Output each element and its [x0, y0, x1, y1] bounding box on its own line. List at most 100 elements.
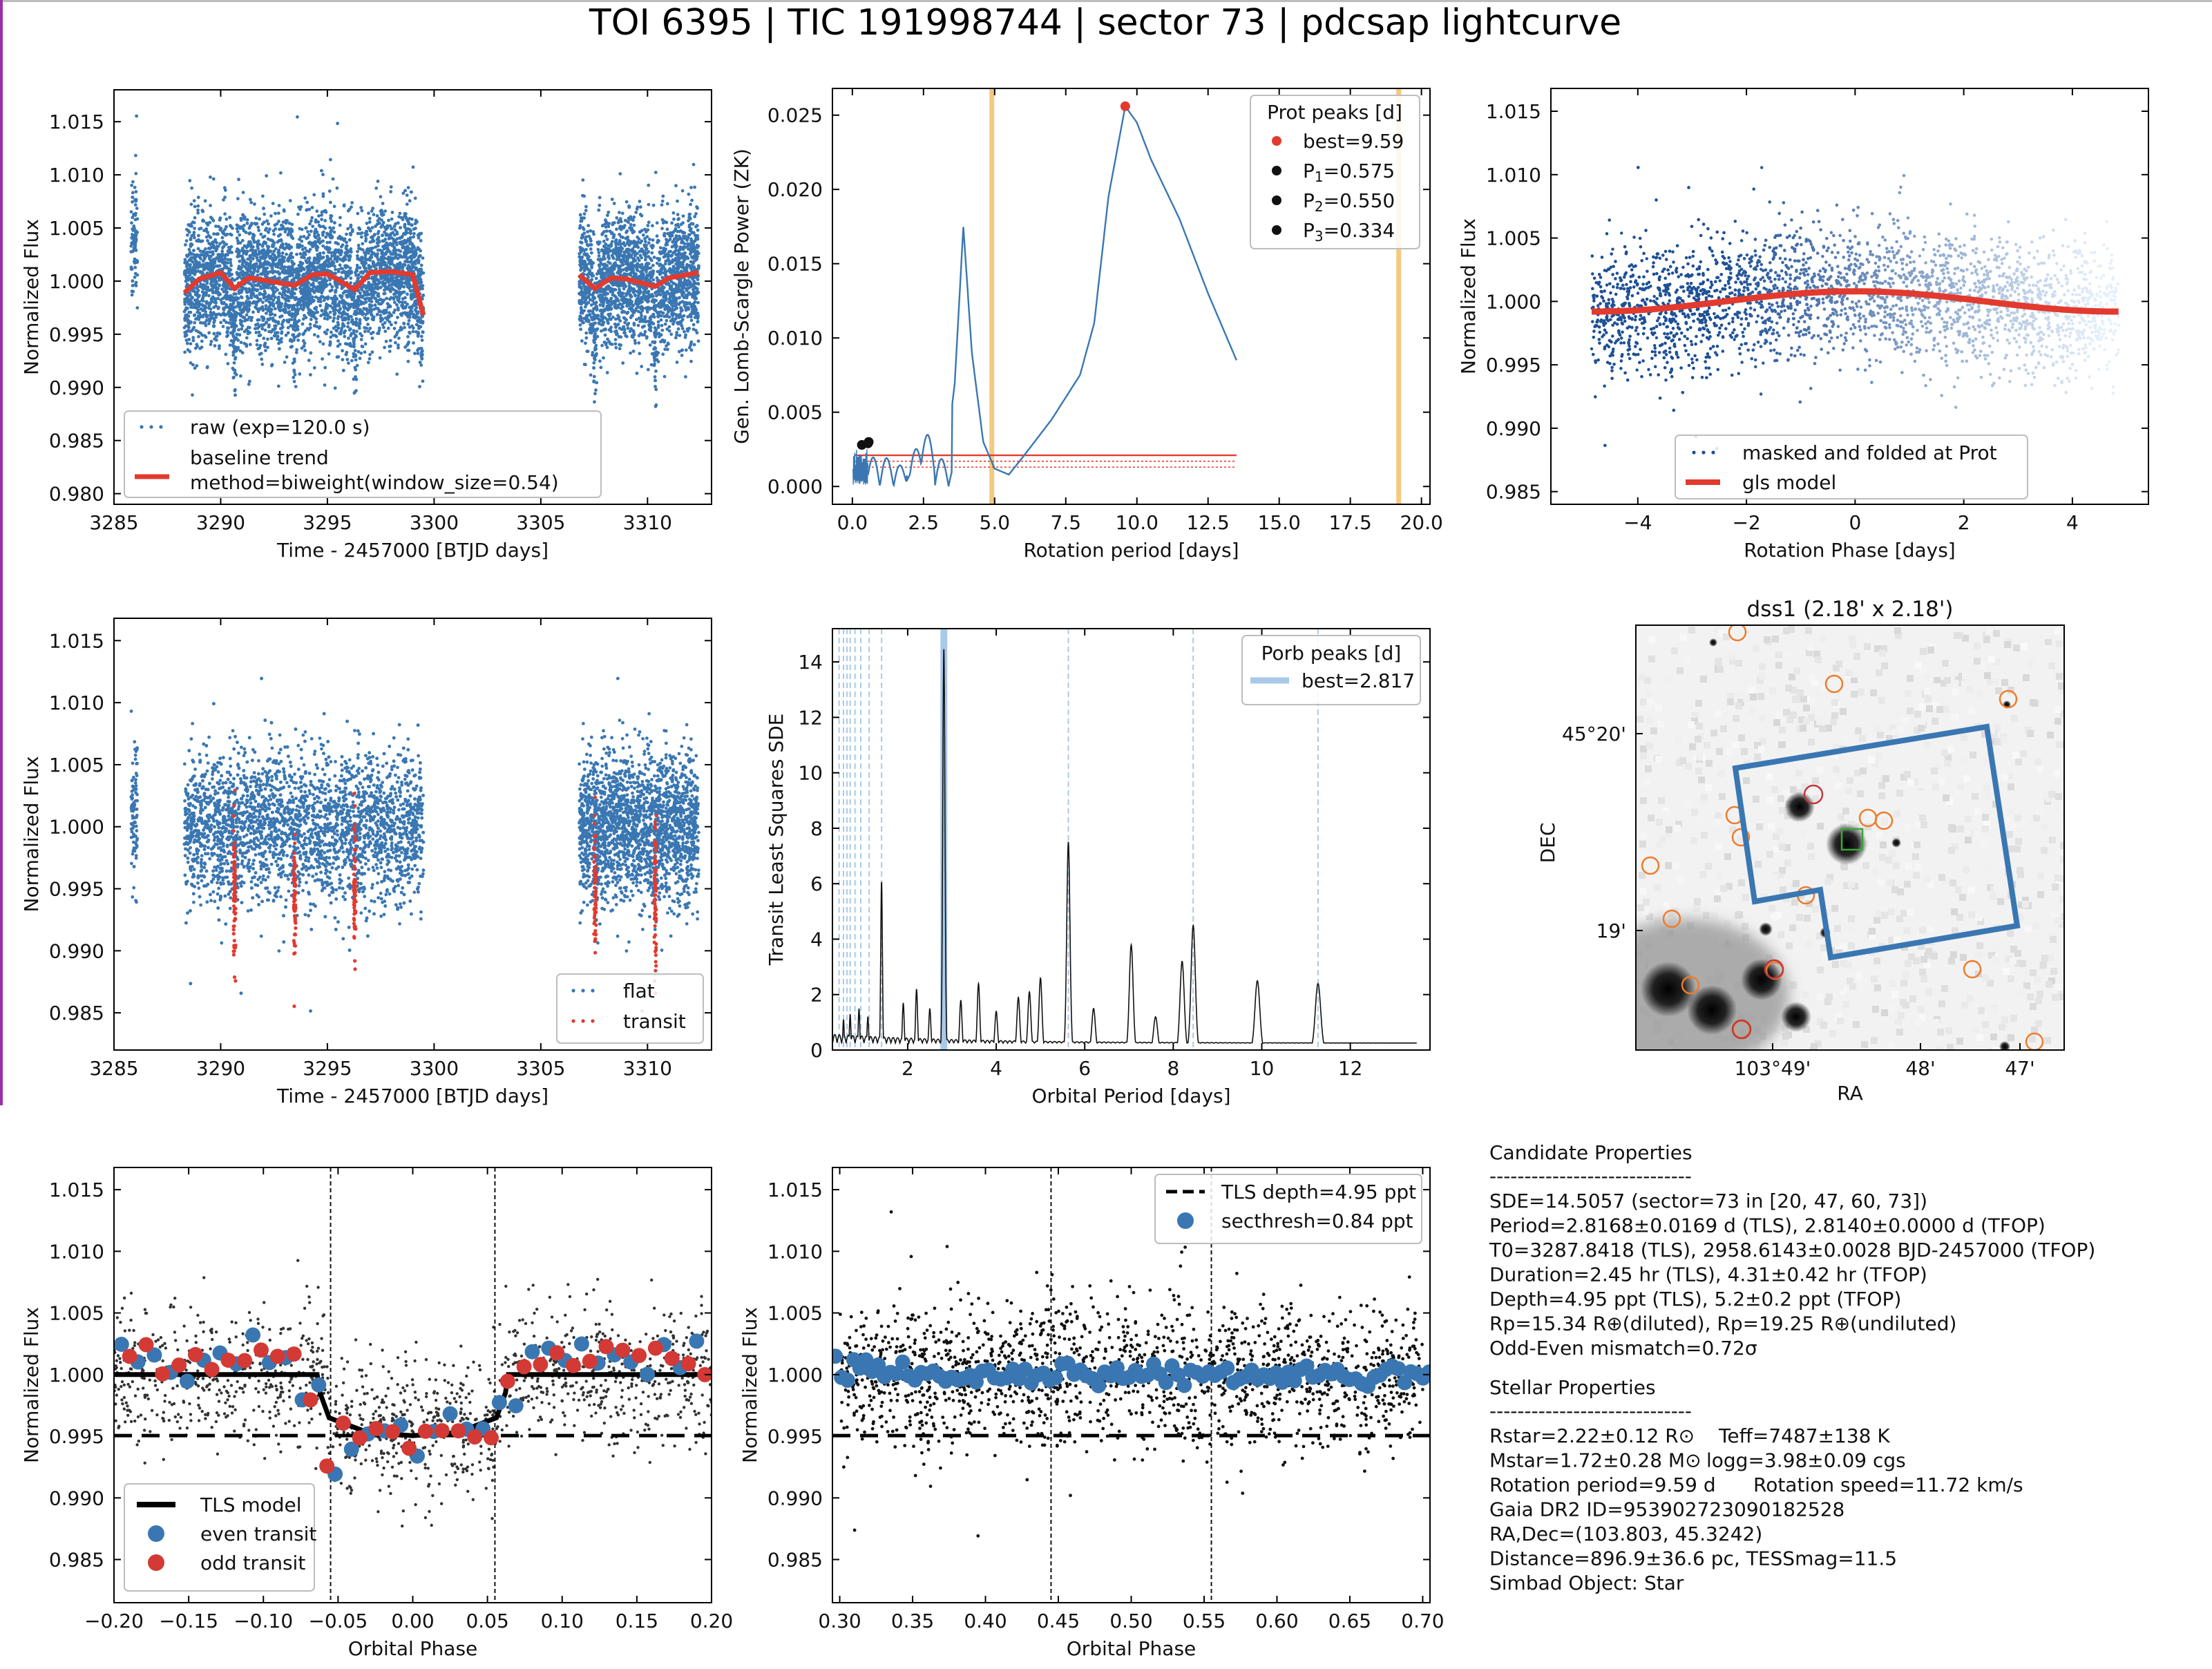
y-tick-label: 0.985: [49, 1549, 104, 1572]
transit-flux-points: [231, 788, 658, 1009]
x-axis-label: Rotation Phase [days]: [1744, 539, 1955, 562]
y-tick-label: 0.990: [49, 1487, 104, 1509]
x-tick-label: 47': [2005, 1057, 2034, 1080]
neighbor-source-marker: [1803, 784, 1824, 805]
dss-image-panel: dss1 (2.18' x 2.18') 103°49' 48' 47' 45°20' 1…: [1536, 597, 2065, 1105]
y-axis-label: Normalized Flux: [20, 219, 43, 375]
y-tick-label: 0.990: [767, 1487, 823, 1509]
y-axis-label: Transit Least Squares SDE: [765, 714, 788, 966]
legend-transit-label: transit: [623, 1010, 686, 1033]
y-tick-label: 0: [810, 1039, 823, 1062]
y-tick-label: 2: [810, 984, 823, 1007]
phase-folded-prot-panel-plot: [1590, 166, 2120, 450]
stellar-line: Gaia DR2 ID=953902723090182528: [1489, 1498, 1844, 1521]
y-axis-label: Normalized Flux: [738, 1307, 761, 1463]
y-axis-label: Normalized Flux: [20, 756, 43, 913]
figure-title: TOI 6395 | TIC 191998744 | sector 73 | p…: [589, 2, 1621, 44]
legend-frame: [1241, 635, 1421, 705]
axes-frame: [1635, 624, 2065, 1051]
y-tick-label: 1.010: [49, 692, 104, 714]
y-tick-label: 8: [810, 817, 823, 840]
x-tick-label: 3295: [303, 1057, 352, 1080]
candidate-line: Depth=4.95 ppt (TLS), 5.2±0.2 ppt (TFOP): [1489, 1288, 1901, 1310]
candidate-rule: -----------------------------: [1489, 1165, 1692, 1188]
legend-even-marker: [148, 1525, 164, 1542]
legend-frame: [124, 1483, 315, 1592]
x-tick-label: 12.5: [1187, 511, 1230, 534]
tls-periodogram-panel: 2 4 6 8 10 12 0 2 4 6 8 10 12 14 Orbital Period [days]…: [765, 628, 1431, 1107]
properties-panel: Candidate Properties--------------------…: [1489, 1141, 2095, 1594]
x-tick-label: 3310: [623, 1057, 672, 1080]
y-tick-label: 1.000: [49, 270, 104, 293]
x-tick-label: 0.40: [964, 1610, 1007, 1632]
axes-frame: [832, 628, 1431, 1051]
legend-folded-label: masked and folded at Prot: [1742, 441, 1997, 464]
x-tick-label: 103°49': [1735, 1057, 1811, 1080]
x-tick-label: 0.15: [616, 1610, 658, 1632]
gls-forest: [852, 449, 869, 485]
candidate-line: T0=3287.8418 (TLS), 2958.6143±0.0028 BJD…: [1489, 1239, 2095, 1261]
x-axis-label: Time - 2457000 [BTJD days]: [276, 1085, 549, 1107]
x-tick-label: −4: [1623, 511, 1652, 534]
y-tick-label: 1.000: [1486, 290, 1541, 313]
y-tick-label: 1.005: [49, 217, 104, 240]
legend-peak-marker: [1272, 225, 1281, 235]
y-tick-label: 0.985: [1486, 481, 1541, 504]
legend-odd-marker: [148, 1554, 164, 1571]
x-tick-label: 0.35: [891, 1610, 934, 1632]
y-tick-label: 1.015: [1486, 100, 1541, 123]
x-tick-label: 0.0: [837, 511, 868, 534]
legend-trend-label-2: method=biweight(window_size=0.54): [190, 471, 559, 494]
dss-star: [1709, 638, 1717, 647]
stellar-line: Mstar=1.72±0.28 M⊙: [1489, 1449, 1701, 1472]
y-tick-label: 0.985: [767, 1549, 823, 1572]
legend-flat-label: flat: [623, 980, 655, 1002]
dss-star: [1759, 922, 1773, 936]
y-tick-label: 0.005: [767, 401, 823, 424]
legend-frame: [124, 410, 602, 498]
legend-peak-marker: [1272, 195, 1281, 205]
candidate-line: Period=2.8168±0.0169 d (TLS), 2.8140±0.0…: [1489, 1214, 2046, 1237]
x-tick-label: 0: [1849, 511, 1861, 534]
x-tick-label: 3310: [623, 511, 672, 534]
tls-folded-panel-plot: [114, 1167, 712, 1603]
y-tick-label: 1.015: [49, 111, 104, 133]
legend-title: Porb peaks [d]: [1261, 642, 1402, 665]
candidate-line: SDE=14.5057 (sector=73 in [20, 47, 60, 7…: [1489, 1190, 1927, 1212]
y-tick-label: 1.000: [49, 1364, 104, 1386]
flat-flux-points: [129, 676, 700, 1013]
y-tick-label: 10: [798, 762, 823, 785]
y-tick-label: 1.010: [1486, 164, 1541, 187]
gls-peak-marker: [857, 440, 867, 450]
x-tick-label: 0.60: [1255, 1610, 1298, 1632]
gls-peak-marker: [1120, 101, 1130, 111]
y-tick-label: 12: [798, 706, 823, 729]
dss-star: [1826, 823, 1867, 865]
x-tick-label: 3285: [89, 1057, 138, 1080]
y-tick-label: 0.995: [1486, 354, 1541, 376]
legend-peak-label: best=9.59: [1303, 130, 1404, 153]
baseline-trend-line-2: [578, 270, 700, 292]
stellar-line-col2: logg=3.98±0.09 cgs: [1706, 1449, 1906, 1472]
flat-lightcurve-panel: 3285 3290 3295 3300 3305 3310 0.985 0.990 0.995 1…: [20, 618, 712, 1107]
legend-trend-label-1: baseline trend: [190, 446, 329, 469]
x-tick-label: 6: [1078, 1057, 1091, 1080]
dss-star: [1784, 792, 1815, 822]
dss-y-label: DEC: [1536, 823, 1559, 864]
legend-best-label: best=2.817: [1302, 669, 1415, 692]
x-tick-label: 12: [1338, 1057, 1363, 1080]
y-tick-label: 1.015: [49, 629, 104, 652]
gls-model-line: [1592, 288, 2119, 315]
gaia-source-marker: [2025, 1032, 2044, 1050]
legend-frame: [1154, 1174, 1422, 1244]
x-axis-label: Orbital Phase: [348, 1637, 478, 1660]
legend-frame: [1675, 435, 2028, 499]
y-tick-label: 4: [810, 928, 823, 951]
dss-star: [1687, 985, 1737, 1035]
sde-line: [832, 649, 1417, 1045]
folded-prot-points: [1590, 166, 2120, 450]
x-tick-label: 0.30: [818, 1610, 861, 1632]
target-marker: [1840, 828, 1864, 851]
legend-title: Prot peaks [d]: [1267, 101, 1402, 124]
gaia-source-marker: [1731, 828, 1751, 847]
